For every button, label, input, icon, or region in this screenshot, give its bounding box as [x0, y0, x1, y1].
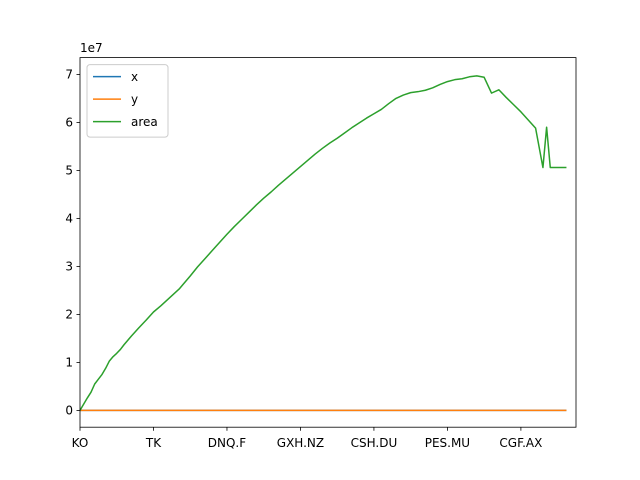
y-tick-label: 3 [65, 260, 73, 274]
legend: xy area [86, 64, 169, 138]
legend-label-x: x [131, 70, 138, 84]
legend-label-y: y [131, 92, 138, 106]
y-tick-label: 5 [65, 164, 73, 178]
y-tick-label: 6 [65, 116, 73, 130]
legend-label-area: area [131, 115, 158, 129]
x-tick-label: PES.MU [425, 436, 470, 450]
series-line-area [79, 75, 567, 411]
y-tick-label: 0 [65, 404, 73, 418]
x-tick-label: DNQ.F [208, 436, 246, 450]
x-tick-label: CSH.DU [351, 436, 398, 450]
x-tick-label: KO [72, 436, 89, 450]
y-tick-label: 7 [65, 68, 73, 82]
y-tick-label: 2 [65, 308, 73, 322]
x-axis: KO TK DNQ.F GXH.NZ CSH.DU PES.MU CGF.AX [72, 427, 542, 450]
x-tick-label: TK [145, 436, 162, 450]
x-tick-label: GXH.NZ [277, 436, 324, 450]
legend-box [86, 64, 169, 138]
plot-frame [79, 57, 577, 428]
series-layer [79, 75, 567, 412]
y-axis: 0 1 2 3 4 5 6 7 [65, 68, 80, 418]
x-tick-label: CGF.AX [499, 436, 542, 450]
y-scale-label: 1e7 [80, 41, 103, 55]
y-tick-label: 4 [65, 212, 73, 226]
y-tick-label: 1 [65, 356, 73, 370]
